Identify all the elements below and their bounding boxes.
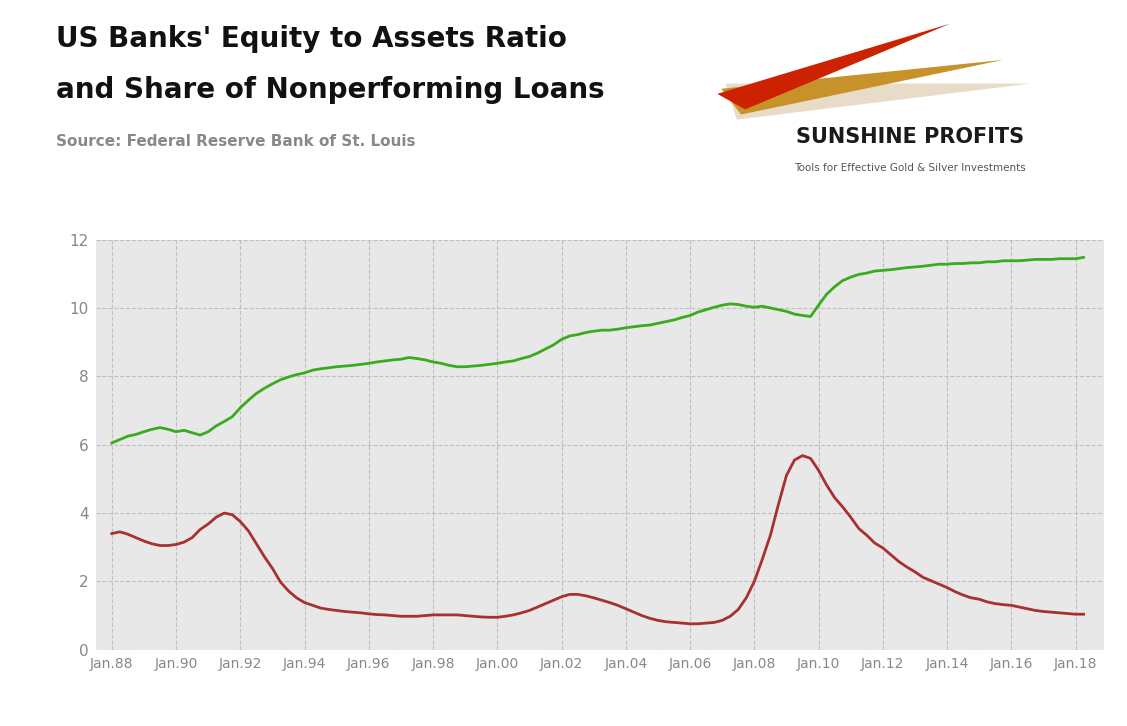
Polygon shape (717, 23, 950, 110)
Text: and Share of Nonperforming Loans: and Share of Nonperforming Loans (56, 76, 605, 105)
Polygon shape (721, 60, 1003, 115)
Text: Tools for Effective Gold & Silver Investments: Tools for Effective Gold & Silver Invest… (793, 163, 1026, 174)
Text: US Banks' Equity to Assets Ratio: US Banks' Equity to Assets Ratio (56, 25, 567, 54)
Text: Source: Federal Reserve Bank of St. Louis: Source: Federal Reserve Bank of St. Loui… (56, 134, 416, 150)
Text: SUNSHINE PROFITS: SUNSHINE PROFITS (796, 127, 1023, 147)
Polygon shape (726, 83, 1031, 120)
